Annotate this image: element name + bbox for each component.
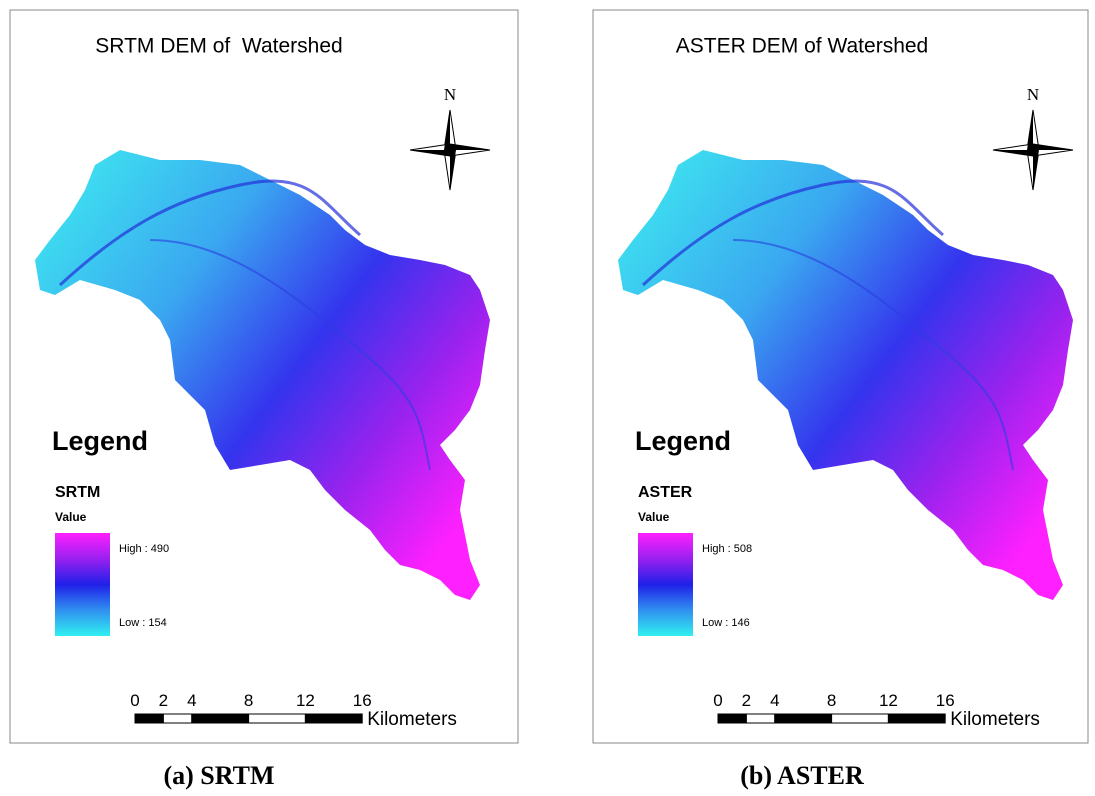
caption: (a) SRTM — [163, 761, 274, 790]
north-arrow — [410, 110, 490, 190]
scale-tick-label: 8 — [244, 691, 253, 710]
scale-unit: Kilometers — [367, 709, 457, 730]
scale-segment — [305, 714, 362, 723]
legend-low: Low : 146 — [702, 617, 750, 629]
legend-title: Legend — [635, 426, 731, 456]
north-label: N — [444, 85, 456, 104]
scale-tick-label: 0 — [713, 691, 722, 710]
legend-ramp — [638, 533, 693, 636]
scale-tick-label: 2 — [159, 691, 168, 710]
legend-high: High : 490 — [119, 543, 169, 555]
scale-segment — [192, 714, 249, 723]
scale-tick-label: 4 — [187, 691, 196, 710]
scale-tick-label: 4 — [770, 691, 779, 710]
scale-tick-label: 16 — [936, 691, 955, 710]
legend-ramp — [55, 533, 110, 636]
scale-segment — [832, 714, 889, 723]
scale-segment — [888, 714, 945, 723]
scale-tick-label: 12 — [879, 691, 898, 710]
legend-low: Low : 154 — [119, 617, 167, 629]
legend-field: Value — [638, 510, 670, 524]
scale-tick-label: 2 — [742, 691, 751, 710]
legend-layer: SRTM — [55, 484, 100, 501]
map-panel: ASTER DEM of Watershed N Legend ASTER Value H… — [593, 10, 1088, 790]
legend-title: Legend — [52, 426, 148, 456]
north-arrow — [993, 110, 1073, 190]
scale-segment — [718, 714, 746, 723]
figure: SRTM DEM of Watershed N Legend SRTM Value Hig… — [0, 0, 1095, 796]
scale-segment — [746, 714, 774, 723]
caption: (b) ASTER — [740, 761, 864, 790]
scale-segment — [775, 714, 832, 723]
scale-unit: Kilometers — [950, 709, 1040, 730]
scale-segment — [249, 714, 306, 723]
map-title: SRTM DEM of Watershed — [95, 35, 342, 58]
map-panel: SRTM DEM of Watershed N Legend SRTM Value Hig… — [10, 10, 518, 790]
scale-tick-label: 12 — [296, 691, 315, 710]
map-title: ASTER DEM of Watershed — [676, 35, 928, 58]
scale-segment — [135, 714, 163, 723]
scale-tick-label: 8 — [827, 691, 836, 710]
watershed — [618, 150, 1073, 600]
legend-layer: ASTER — [638, 484, 693, 501]
scale-tick-label: 16 — [353, 691, 372, 710]
legend-high: High : 508 — [702, 543, 752, 555]
watershed — [35, 150, 490, 600]
legend-field: Value — [55, 510, 87, 524]
north-label: N — [1027, 85, 1039, 104]
scale-segment — [163, 714, 191, 723]
scale-tick-label: 0 — [130, 691, 139, 710]
